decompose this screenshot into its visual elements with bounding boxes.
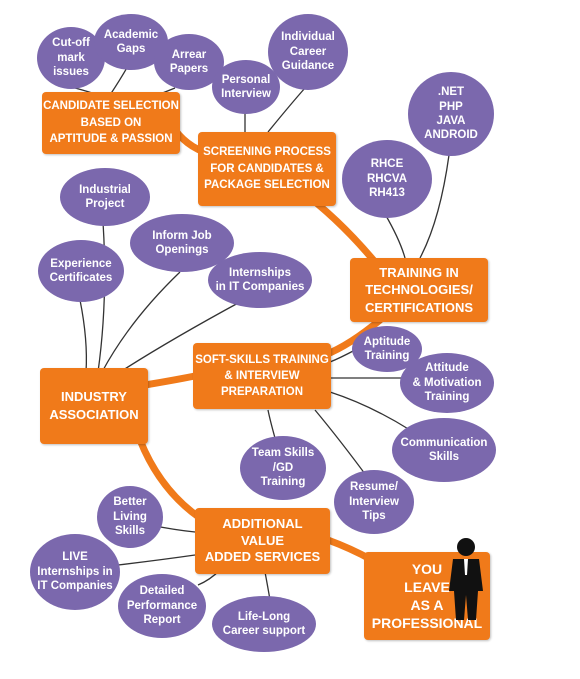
experience-certificates-bubble: Experience Certificates [38, 240, 124, 302]
attitude-motivation-bubble: Attitude & Motivation Training [400, 353, 494, 413]
soft-skills-box: SOFT-SKILLS TRAINING & INTERVIEW PREPARA… [193, 343, 331, 409]
aptitude-training-bubble: Aptitude Training [352, 326, 422, 372]
detailed-performance-report-bubble: Detailed Performance Report [118, 574, 206, 638]
line-academic [109, 65, 129, 96]
communication-skills-bubble: Communication Skills [392, 418, 496, 482]
live-internships-bubble: LIVE Internships in IT Companies [30, 534, 120, 610]
line-internships [119, 301, 241, 373]
line-team [267, 409, 276, 439]
personal-interview-bubble: Personal Interview [212, 60, 280, 114]
life-long-career-support-bubble: Life-Long Career support [212, 596, 316, 652]
additional-services-box: ADDITIONAL VALUE ADDED SERVICES [195, 508, 330, 574]
team-skills-bubble: Team Skills /GD Training [240, 436, 326, 500]
line-inform [101, 271, 181, 373]
dotnet-php-java-android-bubble: .NET PHP JAVA ANDROID [408, 72, 494, 156]
resume-interview-tips-bubble: Resume/ Interview Tips [334, 470, 414, 534]
businessman-icon [449, 538, 483, 620]
line-industrial [97, 221, 106, 373]
career-guidance-bubble: Individual Career Guidance [268, 14, 348, 90]
line-net [419, 154, 450, 259]
cutoff-mark-bubble: Cut-off mark issues [37, 27, 105, 89]
screening-process-box: SCREENING PROCESS FOR CANDIDATES & PACKA… [198, 132, 336, 206]
flow-industry-to-additional [136, 436, 204, 522]
line-rhce [384, 213, 406, 259]
line-communication [329, 391, 411, 431]
industrial-project-bubble: Industrial Project [60, 168, 150, 226]
industry-association-box: INDUSTRY ASSOCIATION [40, 368, 148, 444]
flow-softskills-to-industry [141, 371, 204, 389]
training-box: TRAINING IN TECHNOLOGIES/ CERTIFICATIONS [350, 258, 488, 322]
arrear-papers-bubble: Arrear Papers [154, 34, 224, 90]
line-experience [79, 299, 88, 373]
internships-it-bubble: Internships in IT Companies [208, 252, 312, 308]
line-live [117, 554, 196, 566]
inform-job-openings-bubble: Inform Job Openings [130, 214, 234, 272]
better-living-skills-bubble: Better Living Skills [97, 486, 163, 548]
rhce-rhcva-bubble: RHCE RHCVA RH413 [342, 140, 432, 218]
line-career [267, 87, 306, 133]
candidate-selection-box: CANDIDATE SELECTION BASED ON APTITUDE & … [42, 92, 180, 154]
